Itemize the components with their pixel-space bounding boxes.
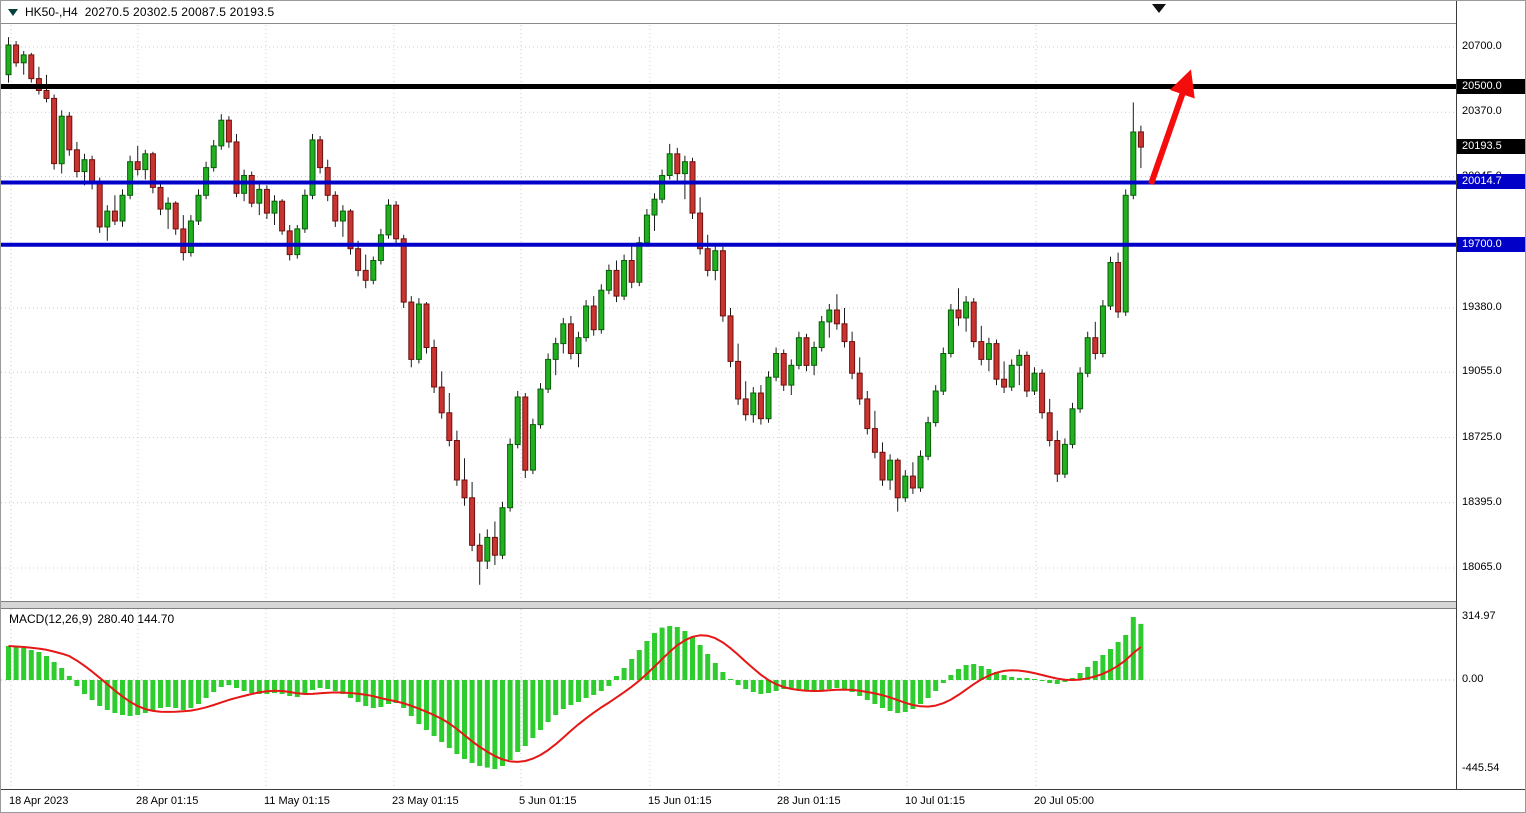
time-axis-label: 18 Apr 2023 [9,795,69,807]
time-axis-label: 28 Jun 01:15 [777,795,841,807]
vertical-gridlines [10,25,1037,601]
price-axis-label: 19055.0 [1462,365,1502,377]
macd-axis-label: -445.54 [1462,762,1500,774]
price-axis-label: 18065.0 [1462,561,1502,573]
price-axis-label: 19380.0 [1462,301,1502,313]
macd-values: 280.40 144.70 [97,612,175,626]
scroll-anchor-icon[interactable] [1152,4,1166,13]
time-axis-label: 28 Apr 01:15 [136,795,199,807]
price-line-badge: 20014.7 [1457,174,1525,189]
horizontal-gridlines [1,46,1456,569]
time-axis-label: 10 Jul 01:15 [905,795,965,807]
price-line-badge: 20500.0 [1457,79,1525,94]
symbol-period-label: HK50-,H4 [25,5,78,19]
macd-signal-line [8,634,1142,763]
price-line-badge: 19700.0 [1457,237,1525,252]
price-axis-label: 20370.0 [1462,105,1502,117]
symbol-dropdown-icon[interactable] [8,8,18,16]
price-axis-label: 18725.0 [1462,431,1502,443]
macd-indicator-label: MACD(12,26,9) 280.40 144.70 [9,612,179,626]
price-line-badge: 20193.5 [1457,139,1525,154]
macd-histogram [6,617,1144,770]
ohlc-values: 20270.5 20302.5 20087.5 20193.5 [84,5,275,19]
arrow-annotation[interactable] [1148,69,1195,185]
macd-axis-label: 0.00 [1462,673,1484,685]
time-axis-label: 15 Jun 01:15 [648,795,712,807]
macd-indicator-chart[interactable] [1,609,1456,789]
time-axis[interactable]: 18 Apr 2023 28 Apr 01:15 11 May 01:15 23 Ma… [1,789,1525,812]
time-axis-label: 20 Jul 05:00 [1034,795,1094,807]
candlestick-series [5,37,1144,585]
macd-name: MACD(12,26,9) [9,612,93,626]
time-axis-label: 5 Jun 01:15 [519,795,577,807]
panel-divider[interactable] [1,601,1525,609]
price-axis-label: 18395.0 [1462,496,1502,508]
macd-axis-label: 314.97 [1462,610,1496,622]
price-axis-label: 20700.0 [1462,40,1502,52]
time-axis-label: 11 May 01:15 [264,795,330,807]
time-axis-label: 23 May 01:15 [392,795,459,807]
chart-header: HK50-,H4 20270.5 20302.5 20087.5 20193.5 [1,1,1456,24]
price-axis[interactable]: 20700.020370.020045.019380.019055.018725… [1456,1,1525,789]
main-price-chart[interactable] [1,25,1456,601]
